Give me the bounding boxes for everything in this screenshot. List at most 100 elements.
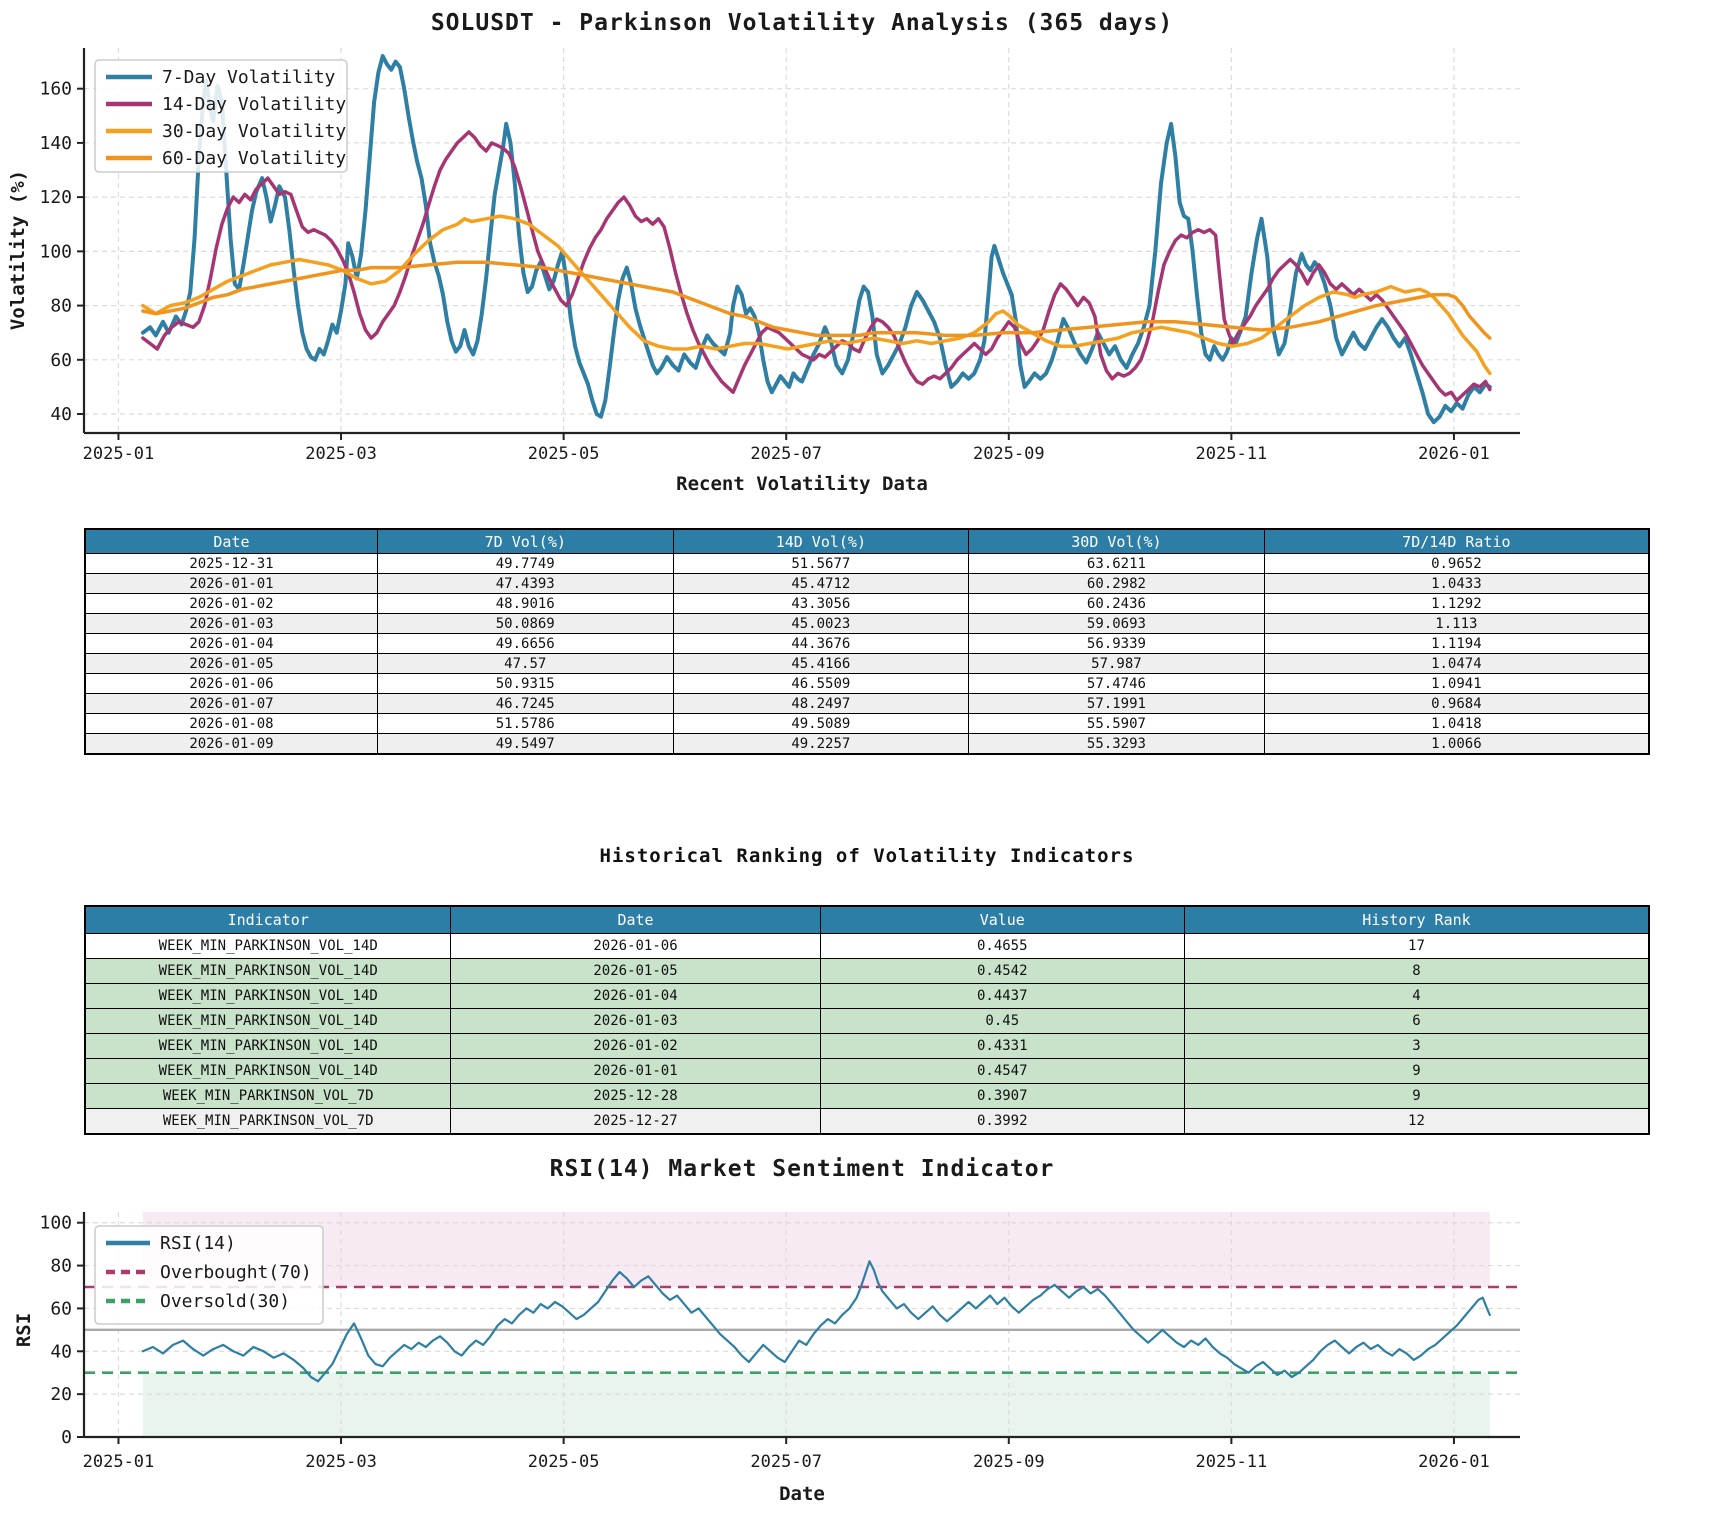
table-row: 2026-01-03 50.0869 45.0023 59.0693 1.113 (84, 613, 1650, 634)
table-cell: 0.3907 (819, 1083, 1185, 1109)
recent-volatility-data-table: Date 7D Vol(%) 14D Vol(%) 30D Vol(%) 7D/14D … (84, 528, 1650, 755)
table-cell: WEEK_MIN_PARKINSON_VOL_14D (84, 983, 452, 1009)
table-cell: 17 (1183, 933, 1650, 959)
table-cell: 2026-01-04 (84, 633, 378, 654)
y-tick-label: 100 (39, 241, 72, 262)
table-cell: 50.9315 (376, 673, 674, 694)
table-cell: 55.3293 (968, 733, 1265, 755)
table-cell: 0.45 (819, 1008, 1185, 1034)
historical-ranking-table: Indicator Date Value History Rank WEEK_MIN_P… (84, 905, 1650, 1135)
x-tick-label: 2025-01 (83, 1452, 155, 1472)
table-cell: 3 (1183, 1033, 1650, 1059)
x-tick-label: 2025-05 (528, 444, 600, 464)
table-cell: 46.7245 (376, 693, 674, 714)
table-cell: 2026-01-03 (450, 1008, 821, 1034)
column-header: 7D/14D Ratio (1263, 528, 1650, 554)
column-header: 7D Vol(%) (376, 528, 674, 554)
legend-label: Overbought(70) (160, 1262, 312, 1283)
table-header-row: Date 7D Vol(%) 14D Vol(%) 30D Vol(%) 7D/14D … (84, 528, 1650, 554)
rsi-line (141, 1260, 1491, 1383)
volatility-axes: 40 60 80 100 120 140 160 2025-01 2025-03 2025-05 2… (39, 48, 1520, 464)
table-cell: 2026-01-02 (84, 593, 378, 614)
threshold-band (142, 1372, 1490, 1437)
column-header: 14D Vol(%) (672, 528, 970, 554)
table-cell: 49.5089 (672, 713, 970, 734)
historical-ranking-title: Historical Ranking of Volatility Indicat… (599, 845, 1135, 867)
table-row: WEEK_MIN_PARKINSON_VOL_14D 2026-01-06 0.46… (84, 933, 1650, 959)
y-tick-label: 0 (61, 1427, 72, 1448)
table-cell: WEEK_MIN_PARKINSON_VOL_14D (84, 1058, 452, 1084)
table-cell: 2026-01-02 (450, 1033, 821, 1059)
x-tick-label: 2025-07 (750, 444, 822, 464)
table-cell: 44.3676 (672, 633, 970, 654)
legend-label: 30-Day Volatility (162, 121, 346, 142)
table-row: WEEK_MIN_PARKINSON_VOL_14D 2026-01-02 0.43… (84, 1033, 1650, 1059)
series-RSI(14) (141, 1260, 1491, 1383)
table-cell: 57.1991 (968, 693, 1265, 714)
table-row: 2026-01-07 46.7245 48.2497 57.1991 0.9684 (84, 693, 1650, 714)
table-cell: 4 (1183, 983, 1650, 1009)
table-cell: 2026-01-09 (84, 733, 378, 755)
table-cell: 2025-12-31 (84, 553, 378, 574)
recent-volatility-table: Date 7D Vol(%) 14D Vol(%) 30D Vol(%) 7D/14D … (84, 528, 1650, 755)
table-cell: 1.0433 (1263, 573, 1650, 594)
table-cell: 45.0023 (672, 613, 970, 634)
y-tick-label: 60 (50, 1298, 72, 1319)
table-cell: 60.2982 (968, 573, 1265, 594)
table-cell: 49.5497 (376, 733, 674, 755)
column-header: Indicator (84, 905, 452, 934)
table-cell: 1.1292 (1263, 593, 1650, 614)
table-cell: WEEK_MIN_PARKINSON_VOL_14D (84, 933, 452, 959)
table-cell: 48.9016 (376, 593, 674, 614)
table-row: 2026-01-04 49.6656 44.3676 56.9339 1.1194 (84, 633, 1650, 654)
table-cell: 1.0941 (1263, 673, 1650, 694)
table-cell: 60.2436 (968, 593, 1265, 614)
x-tick-label: 2025-09 (973, 444, 1045, 464)
table-cell: WEEK_MIN_PARKINSON_VOL_14D (84, 958, 452, 984)
table-row: 2025-12-31 49.7749 51.5677 63.6211 0.9652 (84, 553, 1650, 574)
table-cell: 46.5509 (672, 673, 970, 694)
y-tick-label: 80 (50, 296, 72, 317)
y-tick-label: 120 (39, 187, 72, 208)
table-cell: 0.9684 (1263, 693, 1650, 714)
table-row: 2026-01-09 49.5497 49.2257 55.3293 1.0066 (84, 733, 1650, 755)
x-tick-label: 2025-07 (750, 1452, 822, 1472)
table-cell: 2026-01-05 (450, 958, 821, 984)
x-tick-label: 2025-09 (973, 1452, 1045, 1472)
table-cell: 0.4655 (819, 933, 1185, 959)
table-row: WEEK_MIN_PARKINSON_VOL_14D 2026-01-05 0.45… (84, 958, 1650, 984)
table-cell: 56.9339 (968, 633, 1265, 654)
table-row: 2026-01-02 48.9016 43.3056 60.2436 1.1292 (84, 593, 1650, 614)
table-cell: 2026-01-03 (84, 613, 378, 634)
column-header: 30D Vol(%) (968, 528, 1265, 554)
table-cell: 8 (1183, 958, 1650, 984)
table-cell: 2025-12-28 (450, 1083, 821, 1109)
table-cell: 2026-01-06 (84, 673, 378, 694)
volatility-xlabel: Recent Volatility Data (676, 473, 928, 495)
table-cell: 2026-01-08 (84, 713, 378, 734)
table-row: 2026-01-01 47.4393 45.4712 60.2982 1.0433 (84, 573, 1650, 594)
table-cell: 43.3056 (672, 593, 970, 614)
y-tick-label: 160 (39, 79, 72, 100)
table-cell: WEEK_MIN_PARKINSON_VOL_7D (84, 1083, 452, 1109)
table-cell: 2026-01-07 (84, 693, 378, 714)
column-header: Value (819, 905, 1185, 934)
table-cell: 57.4746 (968, 673, 1265, 694)
table-row: WEEK_MIN_PARKINSON_VOL_14D 2026-01-01 0.45… (84, 1058, 1650, 1084)
rsi-legend: RSI(14) Overbought(70) Oversold(30) (94, 1225, 324, 1325)
table-row: WEEK_MIN_PARKINSON_VOL_14D 2026-01-04 0.44… (84, 983, 1650, 1009)
table-row: WEEK_MIN_PARKINSON_VOL_14D 2026-01-03 0.45… (84, 1008, 1650, 1034)
table-cell: WEEK_MIN_PARKINSON_VOL_7D (84, 1108, 452, 1135)
table-cell: 0.4437 (819, 983, 1185, 1009)
table-cell: 1.1194 (1263, 633, 1650, 654)
table-cell: 57.987 (968, 653, 1265, 674)
rsi-chart-title: RSI(14) Market Sentiment Indicator (550, 1156, 1055, 1182)
table-cell: 9 (1183, 1058, 1650, 1084)
rsi-axes: 0 20 40 60 80 100 2025-01 2025-03 2025-05 2025-07… (39, 1212, 1520, 1472)
x-tick-label: 2025-11 (1196, 1452, 1268, 1472)
y-tick-label: 80 (50, 1256, 72, 1277)
table-cell: 47.57 (376, 653, 674, 674)
table-cell: 59.0693 (968, 613, 1265, 634)
table-header-row: Indicator Date Value History Rank (84, 905, 1650, 934)
x-tick-label: 2025-01 (83, 444, 155, 464)
